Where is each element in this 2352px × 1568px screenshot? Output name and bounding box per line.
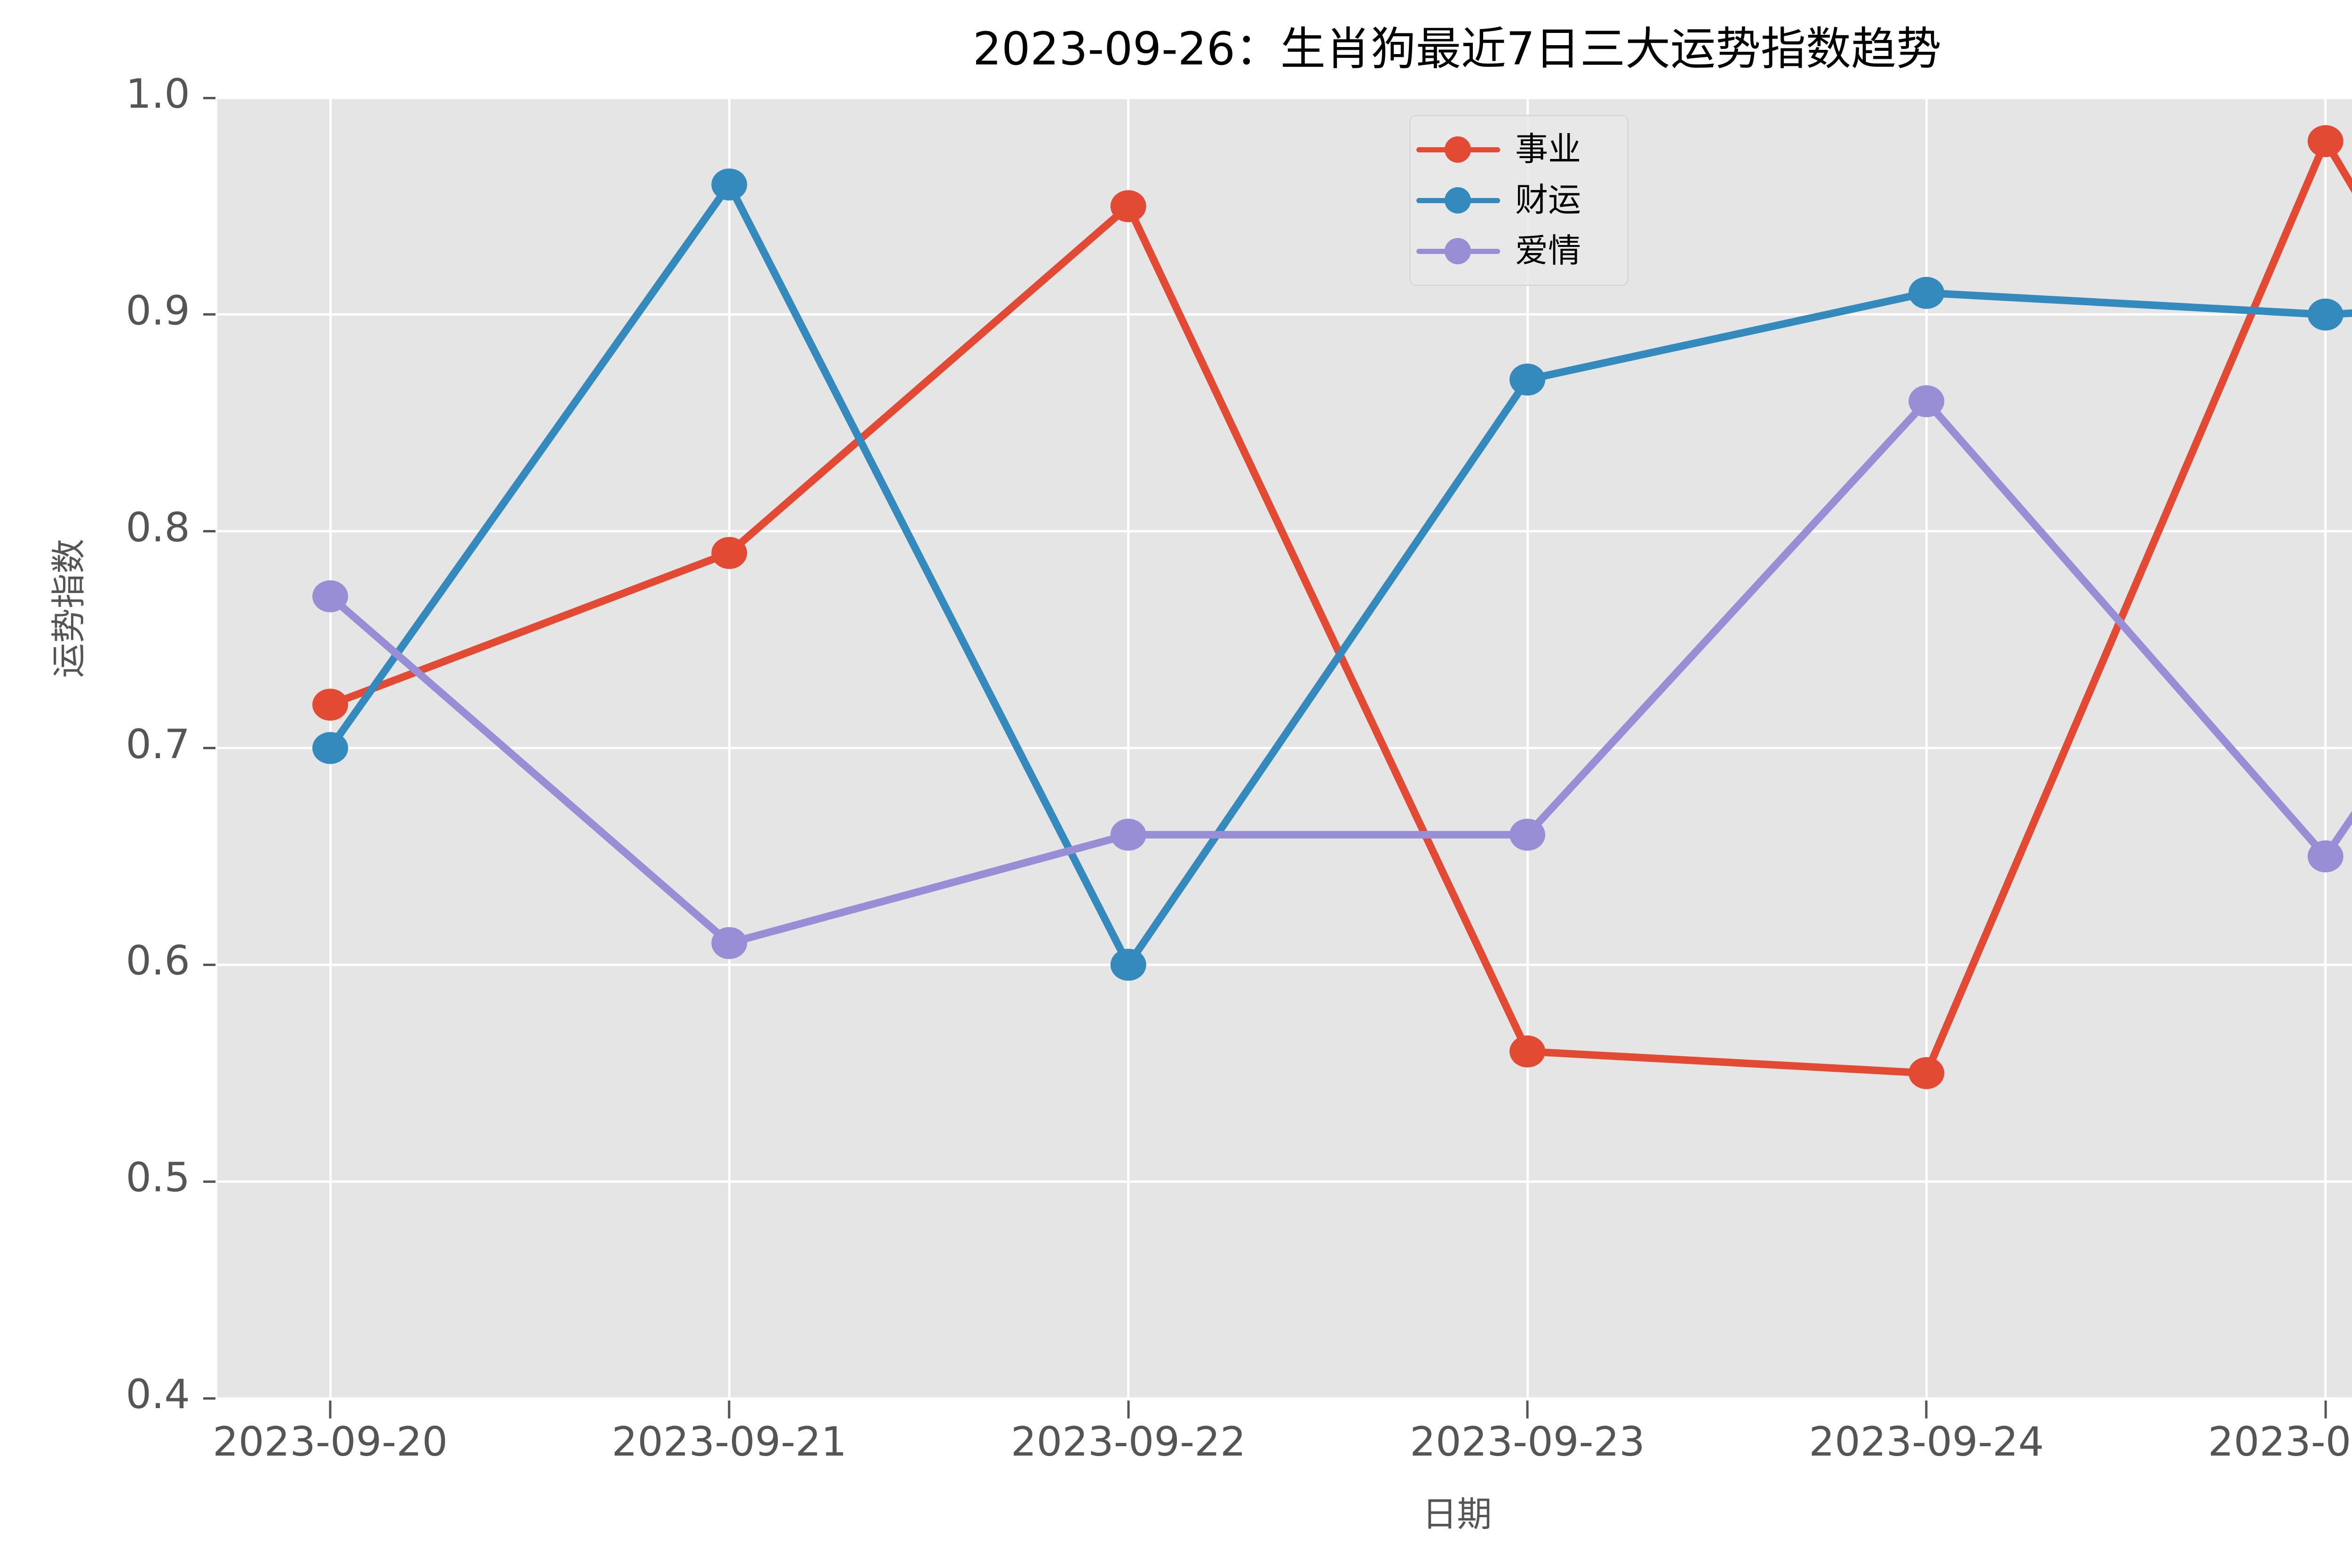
y-tick-mark — [203, 313, 215, 316]
data-point — [711, 537, 747, 569]
gridline-vertical — [728, 98, 731, 1398]
legend-swatch-icon — [1415, 135, 1501, 163]
y-tick-mark — [203, 747, 215, 749]
gridline-horizontal — [217, 747, 2352, 749]
data-point — [1908, 385, 1945, 418]
data-point — [1908, 277, 1945, 309]
gridline-vertical — [1526, 98, 1529, 1398]
data-point — [711, 168, 747, 201]
data-point — [1510, 818, 1545, 851]
data-point — [2307, 298, 2344, 331]
gridline-horizontal — [217, 1180, 2352, 1183]
series-财运 — [312, 168, 2352, 981]
x-tick-mark — [329, 1401, 332, 1418]
series-line — [326, 137, 2352, 1077]
data-point — [312, 689, 348, 721]
gridline-horizontal — [217, 963, 2352, 966]
y-tick-label: 0.8 — [126, 504, 190, 551]
legend-item-财运[interactable]: 财运 — [1415, 174, 1622, 225]
x-tick-label: 2023-09-20 — [213, 1418, 448, 1465]
legend-marker-icon — [1445, 238, 1471, 264]
legend-marker-icon — [1445, 136, 1471, 163]
series-爱情 — [312, 385, 2352, 959]
x-tick-label: 2023-09-21 — [612, 1418, 847, 1465]
data-point — [1510, 364, 1545, 396]
legend-marker-icon — [1445, 187, 1471, 214]
data-point — [1110, 190, 1146, 222]
y-tick-label: 0.4 — [126, 1371, 190, 1418]
y-tick-mark — [203, 1397, 215, 1400]
x-tick-mark — [728, 1401, 731, 1418]
legend-swatch-icon — [1415, 186, 1501, 214]
data-point — [1110, 818, 1146, 851]
y-tick-mark — [203, 96, 215, 99]
data-point — [1110, 949, 1146, 981]
data-point — [312, 580, 348, 612]
x-tick-label: 2023-09-22 — [1010, 1418, 1246, 1465]
series-line — [326, 397, 2352, 947]
x-tick-mark — [1526, 1401, 1529, 1418]
gridline-horizontal — [217, 96, 2352, 99]
y-tick-label: 0.5 — [126, 1154, 190, 1202]
y-tick-mark — [203, 530, 215, 533]
legend-label: 事业 — [1515, 130, 1581, 168]
y-tick-label: 0.6 — [126, 937, 190, 985]
gridline-horizontal — [217, 313, 2352, 316]
y-tick-label: 0.9 — [126, 287, 190, 334]
series-事业 — [312, 125, 2352, 1089]
data-point — [711, 927, 747, 959]
x-tick-label: 2023-09-25 — [2208, 1418, 2352, 1465]
legend[interactable]: 事业 财运 爱情 — [1409, 115, 1629, 286]
series-layer — [312, 125, 2352, 1089]
gridline-vertical — [2324, 98, 2327, 1398]
x-tick-mark — [1925, 1401, 1928, 1418]
data-point — [2307, 840, 2344, 872]
data-point — [312, 732, 348, 764]
x-tick-label: 2023-09-24 — [1809, 1418, 2044, 1465]
data-point — [1510, 1035, 1545, 1068]
series-line — [326, 181, 2352, 969]
gridline-vertical — [1925, 98, 1928, 1398]
y-tick-mark — [203, 1180, 215, 1183]
x-tick-mark — [2324, 1401, 2327, 1418]
y-tick-label: 1.0 — [126, 71, 190, 118]
x-axis-label: 日期 — [1422, 1494, 1492, 1535]
data-point — [2307, 125, 2344, 158]
legend-label: 爱情 — [1515, 231, 1581, 270]
chart-title: 2023-09-26：生肖狗最近7日三大运势指数趋势 — [973, 23, 1941, 75]
y-tick-label: 0.7 — [126, 721, 190, 768]
legend-item-事业[interactable]: 事业 — [1415, 124, 1622, 174]
y-axis-label: 运势指数 — [48, 539, 89, 678]
y-tick-mark — [203, 963, 215, 966]
legend-label: 财运 — [1515, 181, 1581, 219]
legend-item-爱情[interactable]: 爱情 — [1415, 225, 1622, 276]
x-tick-mark — [1127, 1401, 1130, 1418]
gridline-horizontal — [217, 1397, 2352, 1400]
plot-area — [217, 96, 2352, 1400]
legend-swatch-icon — [1415, 237, 1501, 265]
data-point — [1908, 1057, 1945, 1089]
gridline-vertical — [1127, 98, 1130, 1398]
x-tick-label: 2023-09-23 — [1410, 1418, 1645, 1465]
